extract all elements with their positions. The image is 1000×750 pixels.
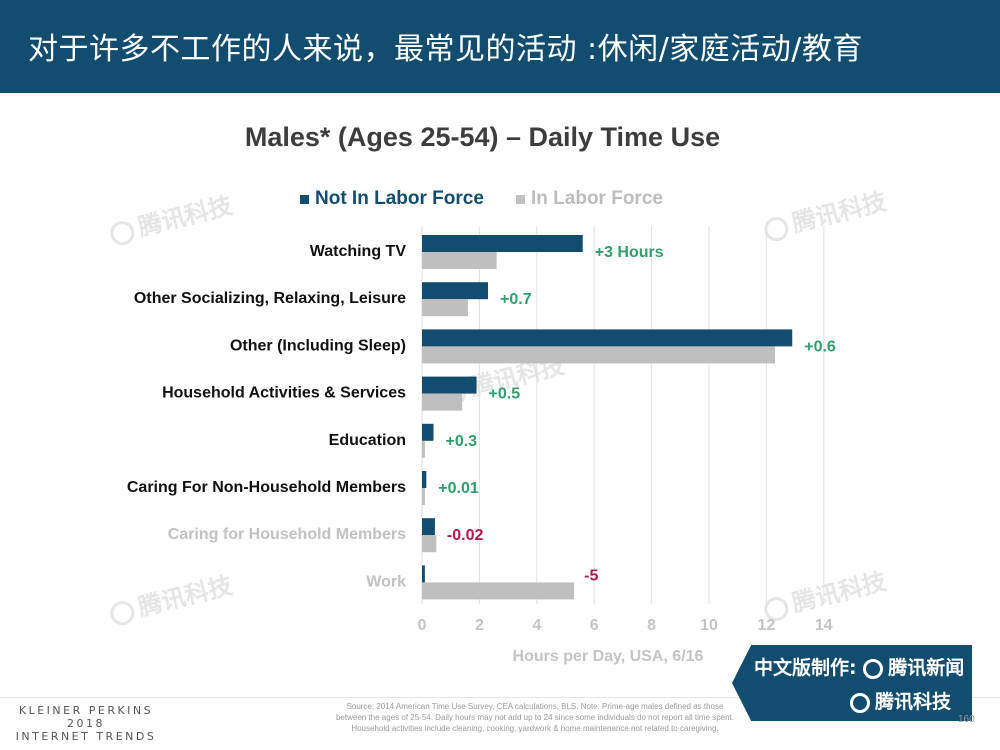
difference-label: -5 — [584, 567, 598, 584]
source-note: Source: 2014 American Time Use Survey, C… — [335, 702, 734, 733]
difference-label: -0.02 — [447, 527, 484, 544]
category-label: Other (Including Sleep) — [230, 337, 406, 354]
bar-in-labor-force — [422, 440, 425, 458]
slide-title: 对于许多不工作的人来说，最常见的活动 :休闲/家庭活动/教育 — [28, 32, 863, 67]
category-label: Education — [329, 432, 406, 449]
badge-line: 腾讯科技 — [850, 687, 951, 714]
category-label: Watching TV — [310, 243, 407, 260]
header-bar: 对于许多不工作的人来说，最常见的活动 :休闲/家庭活动/教育 — [0, 0, 1000, 93]
x-tick-label: 6 — [590, 617, 599, 634]
bar-not-in-labor-force — [422, 329, 793, 347]
difference-label: +0.7 — [500, 291, 532, 308]
category-label: Other Socializing, Relaxing, Leisure — [134, 290, 406, 307]
x-tick-label: 2 — [475, 617, 484, 634]
x-tick-label: 4 — [532, 617, 541, 634]
bar-in-labor-force — [422, 299, 468, 317]
x-tick-label: 14 — [815, 617, 833, 634]
bar-not-in-labor-force — [422, 282, 489, 300]
difference-label: +0.5 — [489, 386, 521, 403]
difference-label: +3 Hours — [595, 244, 664, 261]
bar-in-labor-force — [422, 488, 425, 505]
bar-in-labor-force — [422, 393, 463, 411]
legend-item-in-labor-force: In Labor Force — [516, 188, 663, 210]
bar-chart: 0 2 4 6 8 10 12 14 Hours per Day, USA, 6/16 Watch… — [127, 226, 836, 665]
x-tick-label: 8 — [647, 617, 656, 634]
bar-not-in-labor-force — [422, 376, 477, 394]
bar-not-in-labor-force — [422, 471, 427, 488]
x-tick-label: 12 — [758, 617, 776, 634]
x-tick-label: 10 — [700, 617, 718, 634]
bar-in-labor-force — [422, 535, 437, 553]
chart-title: Males* (Ages 25-54) – Daily Time Use — [244, 122, 721, 152]
legend-swatch — [516, 194, 525, 204]
bar-not-in-labor-force — [422, 565, 425, 583]
bar-in-labor-force — [422, 582, 575, 600]
tencent-logo-icon — [850, 692, 870, 713]
brand-logo: KLEINER PERKINS 2018 INTERNET TRENDS — [15, 704, 157, 743]
x-axis-label: Hours per Day, USA, 6/16 — [513, 648, 704, 665]
category-label: Caring for Household Members — [168, 526, 406, 543]
category-label: Work — [366, 573, 406, 590]
tencent-logo-icon — [863, 658, 884, 679]
category-label: Caring For Non-Household Members — [127, 479, 406, 496]
category-label: Household Activities & Services — [162, 385, 406, 402]
legend-label: In Labor Force — [531, 188, 663, 209]
translation-badge: 中文版制作: 腾讯新闻 腾讯科技 — [732, 645, 972, 721]
bar-in-labor-force — [422, 346, 776, 364]
x-tick-label: 0 — [418, 617, 427, 634]
bar-not-in-labor-force — [422, 423, 434, 441]
bar-not-in-labor-force — [422, 235, 583, 252]
difference-label: +0.3 — [445, 433, 477, 450]
difference-label: +0.6 — [804, 338, 836, 355]
bar-in-labor-force — [422, 252, 497, 269]
bar-not-in-labor-force — [422, 518, 435, 536]
page-number: 160 — [958, 714, 975, 725]
legend-item-not-in-labor-force: Not In Labor Force — [300, 188, 484, 210]
badge-line: 中文版制作: 腾讯新闻 — [754, 657, 965, 679]
legend-swatch — [300, 194, 309, 204]
legend-label: Not In Labor Force — [315, 188, 484, 209]
footer-divider — [0, 697, 1000, 698]
difference-label: +0.01 — [438, 480, 479, 497]
